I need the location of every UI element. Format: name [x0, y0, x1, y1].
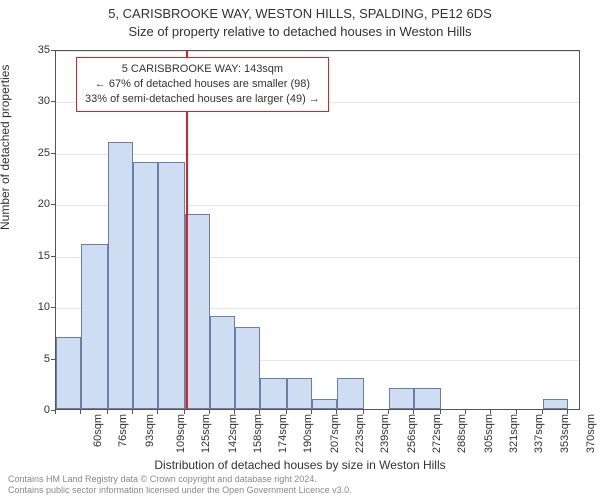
y-tick-label: 15 — [0, 250, 50, 262]
histogram-bar — [389, 388, 414, 409]
histogram-bar — [81, 244, 108, 409]
histogram-bar — [210, 316, 235, 409]
x-tick-mark — [363, 410, 364, 414]
histogram-bar — [108, 142, 133, 409]
x-tick-label: 256sqm — [406, 414, 418, 453]
annotation-line3: 33% of semi-detached houses are larger (… — [85, 92, 320, 107]
x-tick-mark — [80, 410, 81, 414]
histogram-bar — [185, 214, 210, 409]
x-tick-label: 190sqm — [302, 414, 314, 453]
gridline — [56, 51, 579, 52]
y-tick-label: 30 — [0, 95, 50, 107]
x-tick-mark — [157, 410, 158, 414]
y-tick-label: 25 — [0, 147, 50, 159]
y-tick-label: 0 — [0, 404, 50, 416]
annotation-line2: ← 67% of detached houses are smaller (98… — [85, 77, 320, 92]
x-tick-mark — [336, 410, 337, 414]
chart-title-line1: 5, CARISBROOKE WAY, WESTON HILLS, SPALDI… — [0, 6, 600, 21]
x-tick-mark — [516, 410, 517, 414]
x-tick-label: 353sqm — [559, 414, 571, 453]
x-tick-mark — [413, 410, 414, 414]
x-tick-label: 305sqm — [483, 414, 495, 453]
x-tick-mark — [440, 410, 441, 414]
x-tick-mark — [132, 410, 133, 414]
footer-credits: Contains HM Land Registry data © Crown c… — [8, 474, 352, 496]
histogram-bar — [56, 337, 81, 409]
chart-title-line2: Size of property relative to detached ho… — [0, 24, 600, 39]
x-tick-mark — [55, 410, 56, 414]
histogram-bar — [235, 327, 260, 409]
y-tick-label: 5 — [0, 353, 50, 365]
x-tick-label: 288sqm — [457, 414, 469, 453]
histogram-bar — [287, 378, 312, 409]
x-tick-label: 93sqm — [144, 414, 156, 447]
x-tick-label: 272sqm — [431, 414, 443, 453]
chart-container: 5, CARISBROOKE WAY, WESTON HILLS, SPALDI… — [0, 0, 600, 500]
histogram-bar — [158, 162, 185, 409]
y-tick-mark — [51, 307, 55, 308]
y-tick-mark — [51, 256, 55, 257]
y-tick-mark — [51, 204, 55, 205]
x-tick-mark — [259, 410, 260, 414]
x-tick-mark — [311, 410, 312, 414]
x-tick-mark — [388, 410, 389, 414]
x-tick-mark — [234, 410, 235, 414]
histogram-bar — [133, 162, 158, 409]
x-tick-mark — [209, 410, 210, 414]
y-tick-label: 35 — [0, 44, 50, 56]
y-tick-mark — [51, 359, 55, 360]
x-tick-mark — [184, 410, 185, 414]
histogram-bar — [260, 378, 287, 409]
x-tick-mark — [465, 410, 466, 414]
x-tick-label: 337sqm — [534, 414, 546, 453]
gridline — [56, 154, 579, 155]
x-tick-label: 370sqm — [585, 414, 597, 453]
y-tick-mark — [51, 50, 55, 51]
footer-line1: Contains HM Land Registry data © Crown c… — [8, 474, 352, 485]
x-tick-label: 142sqm — [227, 414, 239, 453]
histogram-bar — [414, 388, 441, 409]
y-tick-label: 10 — [0, 301, 50, 313]
plot-area: 5 CARISBROOKE WAY: 143sqm← 67% of detach… — [55, 50, 580, 410]
y-tick-mark — [51, 153, 55, 154]
x-axis-label: Distribution of detached houses by size … — [0, 458, 600, 472]
x-tick-label: 207sqm — [329, 414, 341, 453]
x-tick-label: 223sqm — [354, 414, 366, 453]
x-tick-label: 239sqm — [380, 414, 392, 453]
x-tick-mark — [567, 410, 568, 414]
x-tick-label: 321sqm — [508, 414, 520, 453]
footer-line2: Contains public sector information licen… — [8, 485, 352, 496]
x-tick-mark — [542, 410, 543, 414]
x-tick-label: 125sqm — [200, 414, 212, 453]
histogram-bar — [543, 399, 568, 409]
x-tick-label: 60sqm — [92, 414, 104, 447]
y-tick-label: 20 — [0, 198, 50, 210]
x-tick-label: 109sqm — [175, 414, 187, 453]
x-tick-label: 76sqm — [117, 414, 129, 447]
histogram-bar — [312, 399, 337, 409]
x-tick-label: 158sqm — [252, 414, 264, 453]
x-tick-mark — [107, 410, 108, 414]
x-tick-mark — [286, 410, 287, 414]
histogram-bar — [337, 378, 364, 409]
x-tick-mark — [490, 410, 491, 414]
annotation-line1: 5 CARISBROOKE WAY: 143sqm — [85, 62, 320, 77]
x-tick-label: 174sqm — [277, 414, 289, 453]
y-tick-mark — [51, 101, 55, 102]
annotation-box: 5 CARISBROOKE WAY: 143sqm← 67% of detach… — [76, 57, 329, 112]
